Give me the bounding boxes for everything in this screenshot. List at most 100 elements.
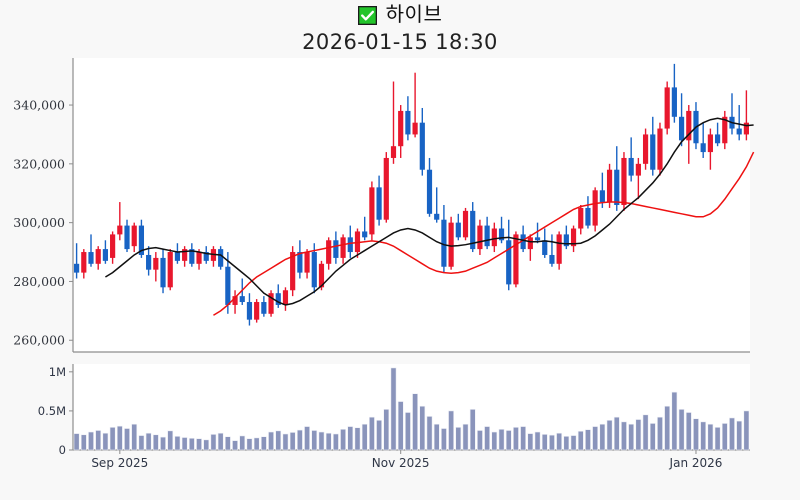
x-tick-label: Nov 2025 [372, 456, 430, 470]
price-tick-label: 300,000 [13, 215, 65, 230]
volume-bar [484, 426, 491, 451]
volume-bar [131, 423, 138, 451]
candle-body [239, 296, 245, 303]
candle-body [570, 228, 577, 247]
volume-bar [361, 423, 368, 451]
candle-body [736, 128, 742, 135]
volume-bar [73, 433, 80, 451]
price-plot-background [73, 58, 750, 352]
candle-body [470, 210, 476, 250]
candle-body [520, 234, 526, 250]
chart-header: 하이브 2026-01-15 18:30 [0, 0, 800, 54]
volume-bar [109, 427, 116, 451]
volume-bar [246, 438, 253, 451]
candle-body [124, 225, 130, 250]
price-tick-label: 320,000 [13, 156, 65, 171]
candle-body [628, 157, 634, 176]
volume-bar [685, 412, 692, 451]
candle-body [491, 228, 497, 247]
long-moving-average-line [213, 151, 755, 316]
volume-bar [405, 412, 411, 451]
volume-bar [232, 440, 238, 451]
volume-bar [556, 432, 563, 451]
candle-body [383, 157, 389, 220]
volume-bar [707, 423, 714, 451]
price-tick-label: 280,000 [13, 274, 65, 289]
candle-body [462, 210, 469, 238]
candle-body [290, 252, 296, 291]
candle-body [635, 163, 641, 176]
volume-bar [138, 435, 145, 451]
volume-bar [649, 423, 656, 451]
candle-body [527, 237, 533, 250]
volume-bar [513, 427, 519, 451]
candle-body [549, 254, 555, 264]
volume-bar [196, 438, 202, 451]
x-axis-tick-labels: Sep 2025 Nov 2025 Jan 2026 [91, 450, 722, 470]
volume-bar [210, 434, 217, 451]
candle-body [102, 249, 109, 261]
candle-body [196, 252, 202, 264]
volume-bar [671, 391, 678, 451]
candle-body [412, 122, 418, 135]
candle-body [657, 128, 663, 170]
volume-bar [527, 433, 534, 451]
price-y-tick-labels: 260,000 280,000 300,000 320,000 340,000 [13, 98, 73, 348]
volume-bar [383, 409, 390, 451]
volume-bar-series [73, 367, 750, 451]
volume-bar [736, 420, 743, 451]
volume-bar [585, 429, 591, 451]
volume-bar [628, 423, 635, 451]
candle-body [117, 225, 123, 235]
candle-body [74, 263, 80, 273]
volume-bar [664, 405, 671, 451]
candle-body [556, 234, 562, 264]
candle-body [297, 252, 303, 273]
candle-body [174, 252, 181, 261]
volume-bar [296, 429, 303, 451]
volume-bar [642, 414, 649, 451]
volume-bar [714, 427, 721, 451]
candlestick-series [74, 63, 749, 326]
title-row: 하이브 [0, 0, 800, 28]
volume-bar [260, 436, 267, 451]
x-tick-label: Jan 2026 [669, 456, 723, 470]
candle-body [448, 222, 454, 267]
candle-body [743, 122, 749, 135]
volume-bar [289, 432, 296, 451]
volume-bar [347, 426, 354, 451]
volume-bar [700, 421, 707, 451]
candle-body [203, 252, 209, 261]
volume-bar [332, 433, 339, 451]
volume-bar [224, 436, 231, 451]
volume-bar [88, 431, 94, 451]
candle-body [585, 207, 591, 226]
volume-bar [152, 434, 159, 451]
volume-bar [621, 421, 627, 451]
candle-body [369, 187, 375, 235]
candle-body [88, 252, 94, 264]
volume-bar [340, 428, 346, 451]
price-tick-label: 340,000 [13, 98, 65, 113]
candle-body [534, 237, 541, 241]
candle-body [441, 219, 447, 267]
price-tick-label: 260,000 [13, 333, 65, 348]
volume-bar [390, 367, 397, 451]
volume-bar [217, 432, 224, 451]
volume-bar [311, 430, 318, 451]
candle-body [376, 187, 382, 220]
volume-bar [318, 431, 325, 451]
volume-bar [635, 419, 642, 451]
candle-body [434, 213, 440, 220]
candle-body [225, 266, 231, 305]
volume-bar [145, 432, 152, 451]
volume-tick-label: 0 [59, 443, 66, 457]
volume-bar [577, 430, 584, 451]
volume-y-tick-labels: 0 0.5M 1M [38, 365, 73, 457]
volume-bar [275, 430, 282, 451]
candle-body [484, 225, 490, 247]
candle-body [232, 296, 238, 305]
volume-bar [657, 416, 663, 451]
candle-body [714, 134, 721, 144]
